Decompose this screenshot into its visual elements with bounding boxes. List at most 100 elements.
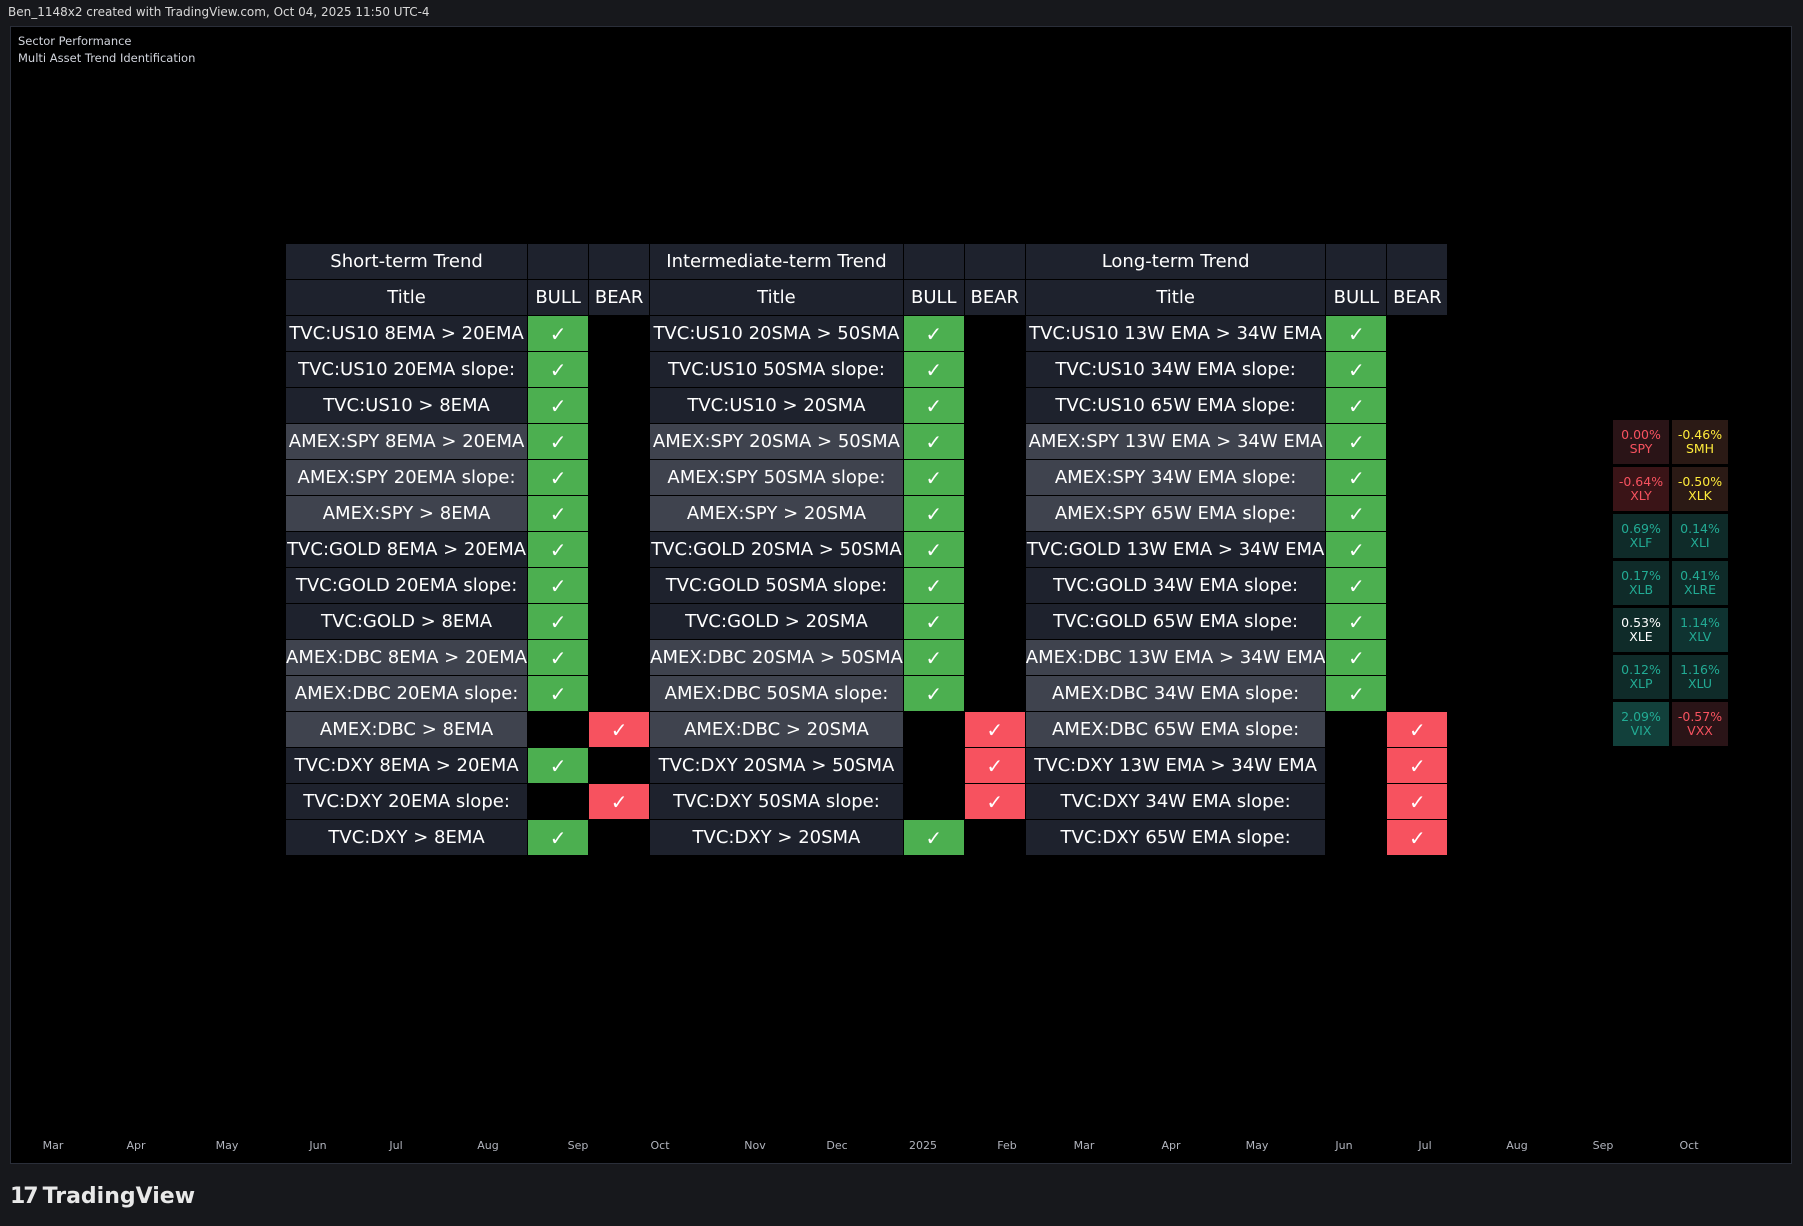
sector-ticker: XLI <box>1690 535 1710 550</box>
time-axis-label: Jul <box>389 1139 403 1152</box>
bear-cell <box>963 351 1026 388</box>
sector-change: -0.50% <box>1677 474 1723 489</box>
table-row: TVC:GOLD 8EMA > 20EMA ✓ TVC:GOLD 20SMA > 5… <box>284 531 1449 568</box>
bull-cell: ✓ <box>902 603 965 640</box>
column-header-bear: BEAR <box>1386 279 1449 316</box>
bull-cell: ✓ <box>527 675 590 712</box>
condition-title: TVC:GOLD 8EMA > 20EMA <box>284 531 529 568</box>
sector-change: 0.41% <box>1680 568 1720 583</box>
check-icon: ✓ <box>549 609 567 634</box>
time-axis-label: Mar <box>1073 1139 1095 1152</box>
sector-tile: 0.53% XLE <box>1613 608 1669 652</box>
sector-ticker: XLY <box>1630 488 1652 503</box>
bear-cell <box>588 747 651 784</box>
bull-cell: ✓ <box>1325 567 1388 604</box>
column-header-bear: BEAR <box>588 279 651 316</box>
bull-cell: ✓ <box>1325 639 1388 676</box>
check-icon: ✓ <box>549 537 567 562</box>
bear-cell <box>963 315 1026 352</box>
bull-cell: ✓ <box>527 567 590 604</box>
condition-title: AMEX:SPY 13W EMA > 34W EMA <box>1024 423 1327 460</box>
time-axis-label: Sep <box>567 1139 589 1152</box>
bull-cell <box>902 747 965 784</box>
bull-cell: ✓ <box>527 603 590 640</box>
bear-cell <box>588 819 651 856</box>
bear-cell <box>588 423 651 460</box>
sector-change: 2.09% <box>1621 709 1661 724</box>
time-axis[interactable]: Mar Apr May Jun Jul Aug Sep Oct Nov Dec 2025 Feb Mar… <box>11 1139 1791 1159</box>
header-spacer <box>902 243 965 280</box>
sector-change: 0.17% <box>1621 568 1661 583</box>
sector-ticker: SPY <box>1629 441 1653 456</box>
check-icon: ✓ <box>925 429 943 454</box>
check-icon: ✓ <box>925 321 943 346</box>
bull-cell: ✓ <box>902 387 965 424</box>
sector-tile: -0.64% XLY <box>1613 467 1669 511</box>
table-row: AMEX:DBC > 8EMA ✓ AMEX:DBC > 20SMA ✓ AMEX:DB… <box>284 711 1449 748</box>
sector-change: 0.69% <box>1621 521 1661 536</box>
condition-title: AMEX:SPY > 8EMA <box>284 495 529 532</box>
bull-cell <box>1325 819 1388 856</box>
bear-cell <box>963 639 1026 676</box>
time-axis-label: Feb <box>997 1139 1017 1152</box>
bull-cell: ✓ <box>527 315 590 352</box>
header-spacer <box>588 243 651 280</box>
sector-change: -0.57% <box>1677 709 1723 724</box>
bear-cell <box>588 495 651 532</box>
check-icon: ✓ <box>1348 681 1365 706</box>
condition-title: TVC:US10 20SMA > 50SMA <box>649 315 904 352</box>
sector-tile: 2.09% VIX <box>1613 702 1669 746</box>
check-icon: ✓ <box>1348 465 1365 490</box>
bull-cell: ✓ <box>902 639 965 676</box>
indicator-label-sector-performance[interactable]: Sector Performance <box>18 34 132 48</box>
condition-title: TVC:US10 > 8EMA <box>284 387 529 424</box>
bear-cell: ✓ <box>1386 747 1449 784</box>
check-icon: ✓ <box>925 501 943 526</box>
check-icon: ✓ <box>549 681 567 706</box>
condition-title: AMEX:DBC 65W EMA slope: <box>1024 711 1327 748</box>
check-icon: ✓ <box>549 645 567 670</box>
check-icon: ✓ <box>1409 753 1426 778</box>
check-icon: ✓ <box>1348 321 1365 346</box>
sector-ticker: XLV <box>1688 629 1712 644</box>
check-icon: ✓ <box>610 717 628 742</box>
check-icon: ✓ <box>986 789 1004 814</box>
bull-cell: ✓ <box>1325 387 1388 424</box>
sector-ticker: VXX <box>1687 723 1713 738</box>
check-icon: ✓ <box>549 393 567 418</box>
time-axis-label: Nov <box>744 1139 766 1152</box>
condition-title: TVC:GOLD 50SMA slope: <box>649 567 904 604</box>
sector-ticker: VIX <box>1630 723 1652 738</box>
check-icon: ✓ <box>925 537 943 562</box>
bull-cell: ✓ <box>902 423 965 460</box>
sector-tile: -0.46% SMH <box>1672 420 1728 464</box>
time-axis-label: Jun <box>1335 1139 1353 1152</box>
sector-ticker: XLF <box>1629 535 1653 550</box>
bear-cell <box>588 531 651 568</box>
bear-cell <box>588 567 651 604</box>
table-row: TVC:DXY 20EMA slope: ✓ TVC:DXY 50SMA slope… <box>284 783 1449 820</box>
check-icon: ✓ <box>549 321 567 346</box>
tradingview-logo[interactable]: 17 TradingView <box>10 1182 195 1210</box>
condition-title: TVC:US10 8EMA > 20EMA <box>284 315 529 352</box>
bear-cell <box>963 495 1026 532</box>
sector-tile: 1.14% XLV <box>1672 608 1728 652</box>
bull-cell: ✓ <box>902 675 965 712</box>
bear-cell <box>1386 351 1449 388</box>
indicator-label-trend-identification[interactable]: Multi Asset Trend Identification <box>18 51 196 65</box>
check-icon: ✓ <box>1348 537 1365 562</box>
sector-change: -0.46% <box>1677 427 1723 442</box>
bull-cell: ✓ <box>902 315 965 352</box>
bull-cell: ✓ <box>902 459 965 496</box>
column-header-bear: BEAR <box>963 279 1026 316</box>
bull-cell: ✓ <box>527 531 590 568</box>
condition-title: TVC:GOLD 13W EMA > 34W EMA <box>1024 531 1327 568</box>
sector-tile: 0.41% XLRE <box>1672 561 1728 605</box>
condition-title: TVC:DXY 65W EMA slope: <box>1024 819 1327 856</box>
bull-cell: ✓ <box>902 567 965 604</box>
check-icon: ✓ <box>986 753 1004 778</box>
bear-cell <box>1386 495 1449 532</box>
check-icon: ✓ <box>1348 393 1365 418</box>
condition-title: TVC:DXY 20EMA slope: <box>284 783 529 820</box>
bear-cell <box>1386 675 1449 712</box>
